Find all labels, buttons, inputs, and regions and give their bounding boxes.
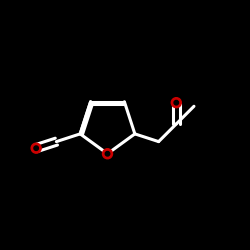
Circle shape [174, 100, 178, 105]
Circle shape [171, 98, 181, 108]
Circle shape [31, 143, 41, 153]
Circle shape [102, 149, 113, 159]
Circle shape [105, 152, 110, 156]
Circle shape [34, 146, 38, 150]
